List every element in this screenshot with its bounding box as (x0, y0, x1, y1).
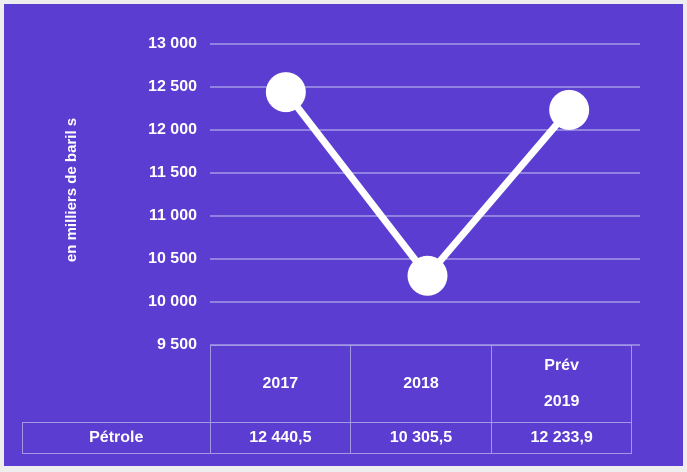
table-row: Pétrole 12 440,5 10 305,5 12 233,9 (22, 422, 633, 454)
y-tick-label: 11 000 (149, 207, 197, 224)
category-cell: Prév 2019 (490, 345, 633, 423)
y-tick-label: 13 000 (148, 35, 197, 52)
category-cell: 2017 (209, 345, 352, 423)
y-axis-label: en milliers de baril s (63, 118, 80, 262)
x-tick-label: 2017 (262, 375, 299, 392)
category-cell: 2018 (350, 345, 492, 423)
marker (549, 89, 590, 130)
marker (407, 255, 448, 296)
y-tick-label: 12 000 (148, 121, 197, 138)
corner-cell (22, 345, 211, 423)
y-tick-label: 10 500 (148, 250, 197, 267)
marker (265, 72, 306, 113)
series-name: Pétrole (22, 422, 211, 454)
y-tick-label: 11 500 (149, 164, 197, 181)
data-table: 2017 2018 Prév 2019 Pétrole 12 440,5 10 305… (22, 345, 633, 454)
y-tick-label: 12 500 (148, 78, 197, 95)
value-cell: 10 305,5 (350, 422, 492, 454)
table-header: 2017 2018 Prév 2019 (22, 345, 633, 423)
value-cell: 12 440,5 (209, 422, 352, 454)
x-tick-label: 2018 (403, 375, 439, 392)
value-cell: 12 233,9 (490, 422, 633, 454)
y-tick-label: 10 000 (148, 293, 197, 310)
x-tick-label: Prév 2019 (543, 357, 580, 410)
